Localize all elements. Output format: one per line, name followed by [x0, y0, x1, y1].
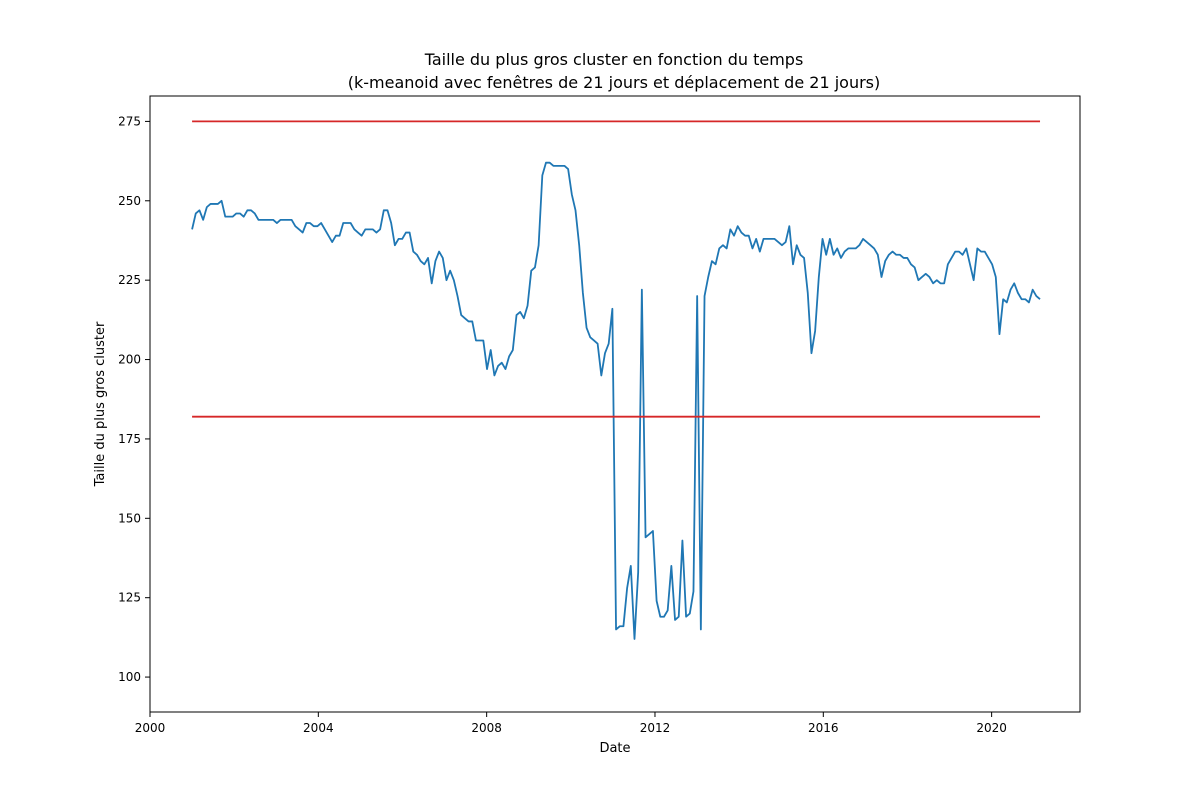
y-tick-label: 250 [118, 194, 141, 208]
y-tick-label: 175 [118, 432, 141, 446]
y-tick-label: 275 [118, 114, 141, 128]
x-tick-label: 2004 [303, 721, 334, 735]
y-tick-label: 150 [118, 511, 141, 525]
x-tick-label: 2016 [808, 721, 839, 735]
y-axis-label: Taille du plus gros cluster [93, 321, 108, 487]
series-line-cluster-size [191, 161, 1041, 640]
y-axis-ticks: 100 125 150 175 200 225 250 275 [118, 114, 150, 684]
x-tick-label: 2020 [976, 721, 1007, 735]
y-tick-label: 125 [118, 591, 141, 605]
plot-area-frame [149, 95, 1081, 713]
x-axis-label: Date [599, 741, 630, 756]
x-tick-label: 2008 [471, 721, 502, 735]
x-tick-label: 2000 [135, 721, 166, 735]
x-tick-label: 2012 [640, 721, 671, 735]
chart-subtitle: (k-meanoid avec fenêtres de 21 jours et … [348, 73, 881, 92]
y-tick-label: 225 [118, 273, 141, 287]
y-tick-label: 100 [118, 670, 141, 684]
series-layer [191, 120, 1041, 640]
y-tick-label: 200 [118, 353, 141, 367]
chart-title: Taille du plus gros cluster en fonction … [424, 50, 804, 69]
x-axis-ticks: 2000 2004 2008 2012 2016 2020 [135, 712, 1007, 735]
